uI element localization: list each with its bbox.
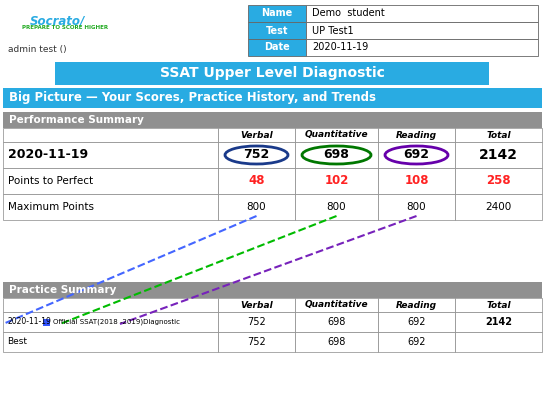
Text: Verbal: Verbal <box>240 130 273 140</box>
Text: PREPARE TO SCORE HIGHER: PREPARE TO SCORE HIGHER <box>22 25 108 30</box>
Text: Performance Summary: Performance Summary <box>9 115 144 125</box>
Bar <box>295 128 378 142</box>
Bar <box>3 112 542 128</box>
Text: 698: 698 <box>328 317 346 327</box>
Text: UP Test1: UP Test1 <box>312 25 354 36</box>
Bar <box>378 168 455 194</box>
Text: Points to Perfect: Points to Perfect <box>8 176 93 186</box>
Text: 800: 800 <box>407 202 426 212</box>
Bar <box>378 194 455 220</box>
Bar <box>218 298 295 312</box>
Text: 108: 108 <box>404 174 429 188</box>
Text: Quantitative: Quantitative <box>305 301 368 309</box>
Text: Official SSAT(2018 -2019)Diagnostic: Official SSAT(2018 -2019)Diagnostic <box>53 319 180 325</box>
Bar <box>248 22 306 39</box>
Text: 698: 698 <box>328 337 346 347</box>
Text: 800: 800 <box>247 202 267 212</box>
Text: 2020-11-19: 2020-11-19 <box>7 318 51 326</box>
Text: Quantitative: Quantitative <box>305 130 368 140</box>
Text: 102: 102 <box>324 174 349 188</box>
Bar <box>455 142 542 168</box>
Bar <box>43 319 50 326</box>
Bar <box>218 312 295 332</box>
Bar <box>218 128 295 142</box>
Text: Verbal: Verbal <box>240 301 273 309</box>
Bar <box>3 194 218 220</box>
Text: Maximum Points: Maximum Points <box>8 202 94 212</box>
Text: Total: Total <box>486 130 511 140</box>
Bar <box>378 312 455 332</box>
Bar <box>3 88 542 108</box>
Text: admin test (): admin test () <box>8 45 66 54</box>
Bar <box>295 194 378 220</box>
Bar <box>55 62 489 85</box>
Text: Big Picture — Your Scores, Practice History, and Trends: Big Picture — Your Scores, Practice Hist… <box>9 92 376 104</box>
Bar <box>295 332 378 352</box>
Text: 2020-11-19: 2020-11-19 <box>312 43 368 53</box>
Text: Total: Total <box>486 301 511 309</box>
Bar <box>295 312 378 332</box>
Text: Reading: Reading <box>396 301 437 309</box>
Text: Date: Date <box>264 43 290 53</box>
Bar <box>3 298 218 312</box>
Text: 752: 752 <box>247 317 266 327</box>
Text: Demo  student: Demo student <box>312 8 385 18</box>
Bar <box>248 39 306 56</box>
Text: 692: 692 <box>407 317 426 327</box>
Text: 2142: 2142 <box>485 317 512 327</box>
Bar <box>218 194 295 220</box>
Bar <box>218 142 295 168</box>
Text: 2142: 2142 <box>479 148 518 162</box>
Bar <box>218 168 295 194</box>
Bar <box>3 128 218 142</box>
Bar <box>295 298 378 312</box>
Text: Best: Best <box>7 337 27 347</box>
Text: 48: 48 <box>249 174 265 188</box>
Bar <box>295 142 378 168</box>
Text: 752: 752 <box>247 337 266 347</box>
Bar <box>3 312 218 332</box>
Text: 692: 692 <box>407 337 426 347</box>
Bar <box>455 128 542 142</box>
Bar <box>3 168 218 194</box>
Text: 258: 258 <box>486 174 511 188</box>
Text: 800: 800 <box>326 202 346 212</box>
Bar <box>306 5 538 22</box>
Bar <box>295 168 378 194</box>
Bar <box>3 332 218 352</box>
Bar <box>455 168 542 194</box>
Bar <box>378 128 455 142</box>
Text: Socrato/: Socrato/ <box>30 14 85 27</box>
Text: 698: 698 <box>324 148 349 161</box>
Bar <box>455 194 542 220</box>
Text: Name: Name <box>262 8 293 18</box>
Bar <box>3 142 218 168</box>
Bar <box>306 22 538 39</box>
Bar <box>455 312 542 332</box>
Text: Practice Summary: Practice Summary <box>9 285 117 295</box>
Text: SSAT Upper Level Diagnostic: SSAT Upper Level Diagnostic <box>160 66 384 81</box>
Bar <box>378 142 455 168</box>
Bar <box>378 332 455 352</box>
Text: 2020-11-19: 2020-11-19 <box>8 148 88 161</box>
Bar <box>3 282 542 298</box>
Bar <box>248 5 306 22</box>
Bar <box>378 298 455 312</box>
Bar <box>455 298 542 312</box>
Text: 752: 752 <box>244 148 270 161</box>
Bar <box>306 39 538 56</box>
Bar <box>455 332 542 352</box>
Text: Reading: Reading <box>396 130 437 140</box>
Text: 692: 692 <box>403 148 429 161</box>
Text: Test: Test <box>266 25 288 36</box>
Text: 2400: 2400 <box>486 202 512 212</box>
Bar <box>218 332 295 352</box>
